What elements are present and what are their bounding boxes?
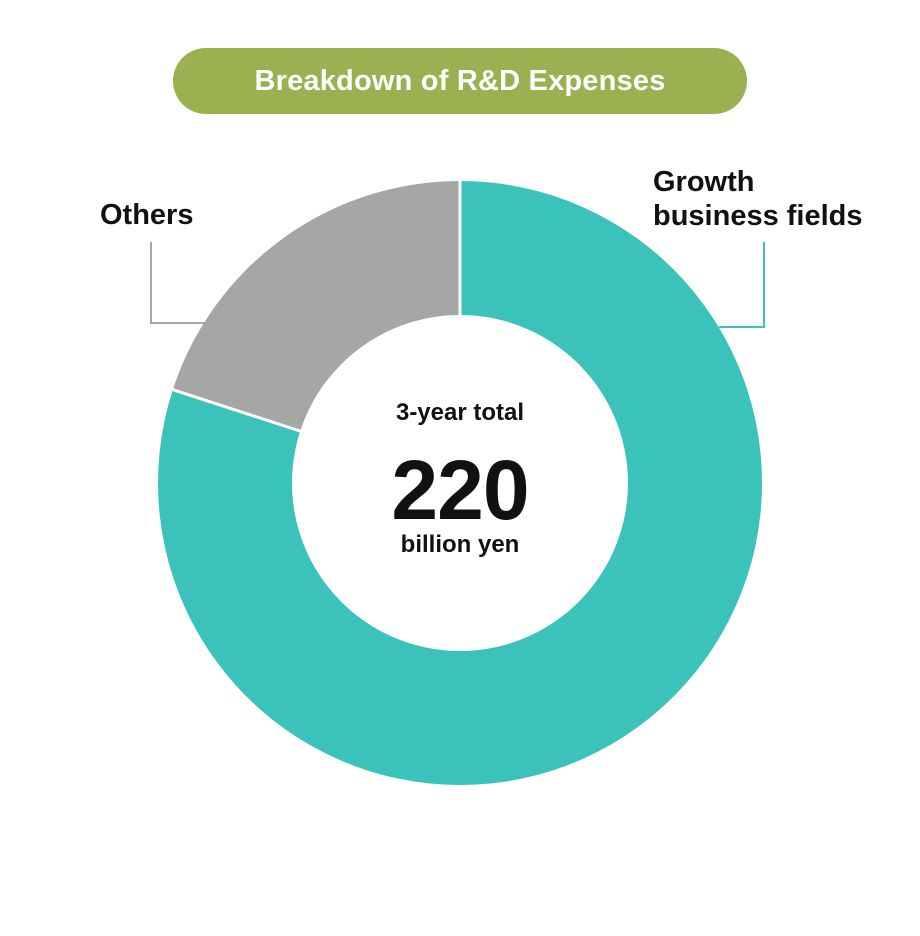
leader-line-growth [719, 242, 765, 328]
label-growth-line2: business fields [653, 200, 863, 232]
donut-slice-others [172, 181, 461, 432]
donut-slice-growth [158, 181, 763, 785]
donut-center-summary: 3-year total 220 billion yen [310, 398, 610, 560]
label-others: Others [100, 199, 194, 231]
center-unit: billion yen [400, 531, 520, 558]
chart-title: Breakdown of R&D Expenses [254, 64, 666, 97]
chart-title-banner: Breakdown of R&D Expenses [173, 48, 747, 114]
slice-separator-left [170, 387, 303, 434]
label-growth-business-fields: Growth business fields [653, 165, 863, 233]
center-total-value: 220 [391, 443, 529, 537]
label-growth-line1: Growth [653, 166, 755, 198]
leader-line-others [150, 242, 206, 324]
center-caption: 3-year total [395, 399, 525, 426]
